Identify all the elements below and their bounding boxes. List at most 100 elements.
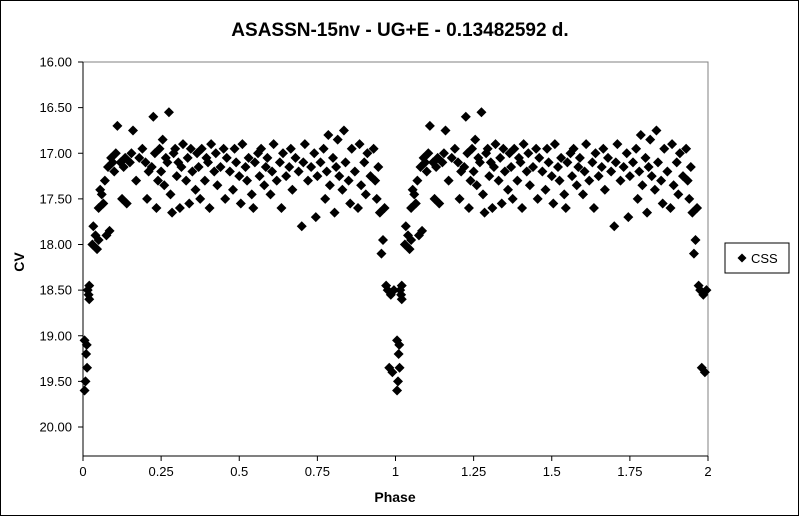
data-point: [651, 125, 662, 136]
data-point: [320, 193, 331, 204]
data-point: [331, 161, 342, 172]
data-point: [396, 294, 407, 305]
plot-area: [82, 61, 709, 457]
data-point: [334, 171, 345, 182]
data-point: [162, 157, 173, 168]
data-point: [470, 134, 481, 145]
data-point: [210, 148, 221, 159]
data-point: [584, 175, 595, 186]
data-point: [393, 376, 403, 387]
data-point: [543, 157, 554, 168]
data-point: [499, 166, 510, 177]
data-point: [79, 385, 90, 396]
data-point: [635, 130, 646, 140]
data-point: [449, 143, 460, 154]
data-point: [176, 161, 187, 172]
y-tick-label: 16.00: [39, 55, 72, 70]
data-point: [99, 175, 110, 186]
data-point: [206, 139, 217, 150]
data-point: [657, 198, 668, 209]
data-point: [128, 125, 138, 136]
y-tick-label: 18.50: [39, 283, 72, 298]
data-point: [370, 175, 381, 186]
data-point: [346, 143, 357, 154]
data-point: [324, 180, 335, 191]
data-point: [181, 175, 192, 186]
data-point: [315, 157, 326, 168]
data-point: [171, 171, 182, 182]
data-point: [495, 152, 506, 163]
data-point: [298, 157, 309, 168]
data-point: [182, 152, 193, 163]
data-point: [221, 152, 232, 163]
data-point: [140, 157, 151, 168]
data-point: [503, 184, 513, 195]
data-point: [662, 166, 673, 177]
data-point: [623, 212, 634, 223]
data-point: [590, 148, 601, 159]
x-axis-title: Phase: [374, 489, 415, 505]
data-point: [668, 180, 679, 191]
data-point: [285, 143, 296, 154]
data-point: [199, 175, 210, 186]
data-point: [479, 207, 490, 218]
data-point: [82, 362, 93, 373]
data-point: [234, 171, 245, 182]
data-point: [400, 221, 411, 232]
data-point: [559, 189, 570, 200]
data-point: [174, 203, 185, 213]
data-point: [507, 193, 518, 204]
data-point: [588, 203, 599, 213]
data-point: [632, 193, 643, 204]
data-point: [598, 143, 609, 154]
data-point: [153, 175, 163, 186]
data-point: [98, 198, 109, 209]
data-point: [490, 139, 501, 150]
data-point: [471, 180, 482, 191]
data-point: [249, 157, 260, 168]
x-tick-label: 0.5: [230, 464, 248, 479]
data-point: [521, 166, 532, 177]
data-point: [443, 175, 454, 186]
data-point: [312, 171, 323, 182]
data-point: [193, 161, 204, 172]
data-point: [509, 143, 520, 154]
data-point: [421, 166, 432, 177]
data-point: [356, 180, 367, 191]
data-point: [142, 193, 153, 204]
data-point: [528, 161, 538, 172]
data-point: [534, 152, 545, 163]
data-point: [404, 244, 415, 255]
data-point: [460, 111, 471, 122]
data-point: [409, 189, 420, 200]
data-point: [376, 248, 387, 259]
data-point: [360, 189, 371, 200]
data-point: [345, 198, 356, 209]
data-point: [599, 184, 610, 195]
data-point: [463, 203, 474, 213]
data-point: [642, 207, 653, 218]
data-point: [338, 125, 349, 136]
data-point: [540, 184, 551, 195]
data-point: [518, 139, 529, 150]
data-point: [332, 134, 343, 145]
data-point: [681, 143, 692, 154]
data-point: [309, 148, 320, 159]
data-point: [278, 148, 288, 159]
data-point: [574, 152, 585, 163]
data-point: [484, 171, 495, 182]
data-point: [353, 203, 363, 213]
x-tick-label: 2: [704, 464, 711, 479]
data-point: [212, 180, 223, 191]
data-point: [248, 203, 259, 213]
data-point: [517, 203, 528, 213]
data-point: [107, 157, 118, 168]
data-point: [81, 349, 92, 359]
data-point: [537, 166, 548, 177]
data-point: [387, 367, 398, 378]
data-point: [465, 175, 476, 186]
data-point: [299, 139, 310, 150]
data-point: [562, 157, 573, 168]
data-point: [185, 143, 196, 154]
data-point: [110, 148, 121, 159]
